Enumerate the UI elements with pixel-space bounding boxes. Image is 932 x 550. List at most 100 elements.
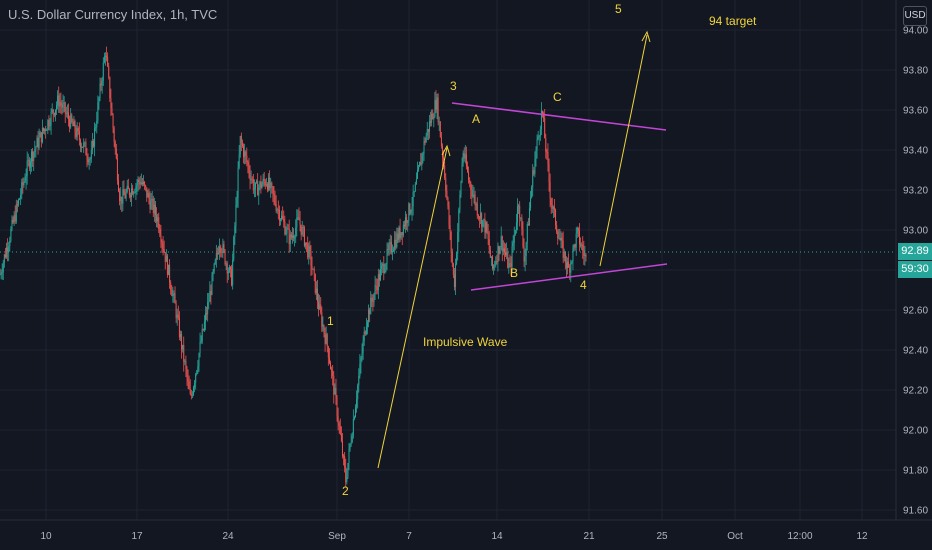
candle-body [113, 128, 115, 142]
candle-body [147, 192, 149, 198]
candle-body [480, 213, 482, 219]
candle-body [11, 219, 13, 229]
candle-body [140, 182, 142, 185]
target-label: 94 target [709, 14, 757, 28]
candle-body [237, 167, 239, 199]
candle-body [306, 242, 308, 244]
impulsive-wave-label: Impulsive Wave [423, 335, 508, 349]
candle-body [470, 182, 472, 191]
candle-body [488, 239, 490, 250]
candle-body [16, 204, 18, 206]
candle-body [460, 181, 462, 195]
currency-button[interactable]: USD [903, 6, 927, 26]
time-tick-label: 24 [222, 531, 234, 542]
candle-body [453, 274, 455, 287]
candle-body [530, 197, 532, 209]
candle-body [501, 236, 503, 252]
candle-body [79, 139, 81, 148]
time-tick-label: 12:00 [787, 531, 812, 542]
candle-body [13, 214, 15, 223]
candle-body [549, 182, 551, 199]
candle-body [313, 268, 315, 274]
candle-body [33, 151, 35, 162]
time-tick-label: 12 [856, 531, 868, 542]
candle-body [408, 203, 410, 221]
candle-body [421, 154, 423, 166]
candle-body [296, 217, 298, 228]
candle-body [236, 198, 238, 205]
candle-body [337, 416, 339, 424]
candle-body [82, 146, 84, 148]
triangle-lower-trendline[interactable] [470, 263, 668, 291]
candle-body [511, 246, 513, 267]
candle-body [114, 141, 116, 149]
candle-body [519, 205, 521, 219]
candle-body [320, 304, 322, 313]
candle-body [477, 215, 479, 218]
candle-body [257, 180, 259, 196]
impulsive-wave-arrow-line[interactable] [377, 147, 448, 469]
candle-body [251, 178, 253, 180]
candle-body [445, 178, 447, 191]
candle-body [32, 151, 34, 162]
candle-body [248, 164, 250, 174]
candle-body [314, 273, 316, 294]
candle-body [84, 142, 86, 144]
candle-body [452, 263, 454, 275]
candle-body [211, 274, 213, 295]
candle-body [94, 128, 96, 147]
candle-body [193, 387, 195, 395]
candle-body [37, 137, 39, 148]
candle-body [423, 141, 425, 154]
candle-body [172, 293, 174, 296]
wave-label-5: 5 [615, 2, 622, 16]
candle-body [259, 181, 261, 188]
time-tick-label: Sep [328, 531, 346, 542]
candle-body [585, 255, 587, 257]
candle-body [156, 215, 158, 222]
candle-body [544, 117, 546, 139]
candle-body [431, 113, 433, 123]
candle-body [539, 129, 541, 136]
time-axis[interactable]: 10 17 24 Sep 7 14 21 25 Oct 12:00 12 [40, 531, 868, 542]
candle-body [119, 191, 121, 202]
candle-body [66, 112, 68, 114]
candle-body [381, 265, 383, 270]
target-arrow-line[interactable] [599, 34, 648, 267]
candle-body [462, 153, 464, 164]
candle-body [201, 329, 203, 342]
candle-body [122, 189, 124, 204]
time-tick-label: 10 [40, 531, 52, 542]
candle-body [517, 206, 519, 223]
candle-body [319, 304, 321, 310]
candle-body [352, 419, 354, 436]
candle-body [265, 184, 267, 186]
price-tick-label: 93.40 [903, 146, 928, 157]
candle-body [561, 237, 563, 241]
candle-body [240, 135, 242, 143]
candle-body [190, 394, 192, 396]
candle-body [333, 375, 335, 395]
candle-body [72, 121, 74, 127]
candle-body [576, 227, 578, 234]
candle-body [510, 263, 512, 267]
triangle-upper-trendline[interactable] [451, 102, 667, 131]
candle-body [212, 271, 214, 275]
candle-body [301, 227, 303, 235]
candle-body [509, 263, 511, 265]
candle-body [571, 261, 573, 263]
candle-body [62, 103, 64, 108]
candle-body [389, 242, 391, 245]
candle-body [497, 245, 499, 263]
candle-body [425, 135, 427, 143]
candle-body [198, 353, 200, 366]
candle-body [247, 162, 249, 165]
candle-body [310, 250, 312, 267]
candle-body [465, 154, 467, 167]
candle-body [468, 171, 470, 180]
candle-body [34, 149, 36, 152]
candle-body [60, 102, 62, 105]
candle-body [524, 255, 526, 262]
candle-body [574, 244, 576, 248]
